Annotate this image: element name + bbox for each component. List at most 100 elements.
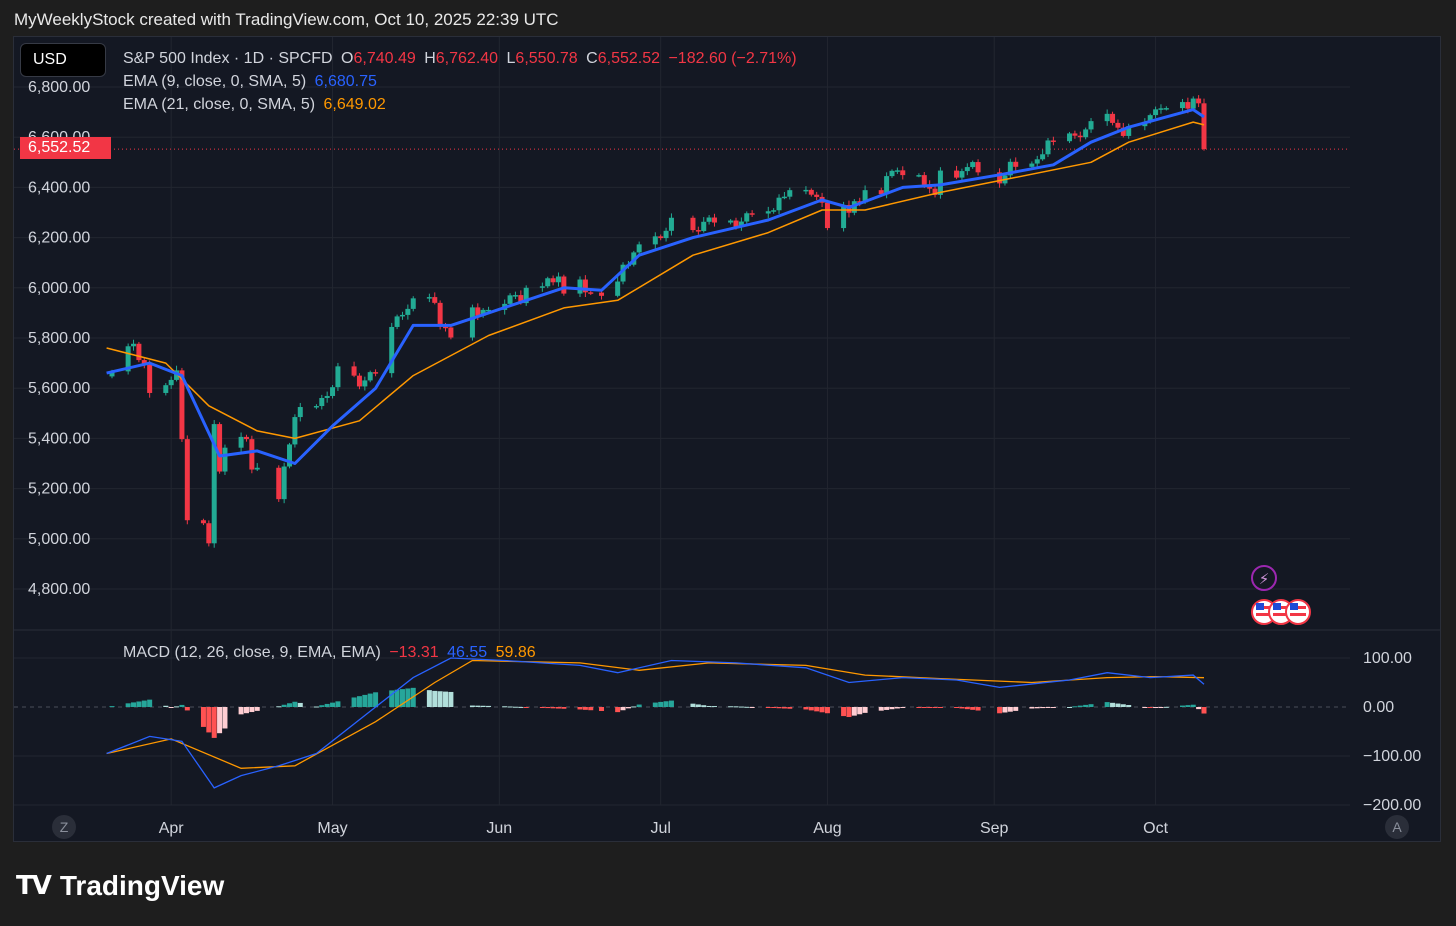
us-flag-canton: [1256, 603, 1264, 610]
candle: [690, 217, 696, 231]
macd-histogram-bar: [814, 707, 820, 712]
macd-histogram-bar: [663, 701, 669, 707]
macd-tick-label: −200.00: [1363, 797, 1421, 814]
candle: [695, 230, 701, 232]
candle: [894, 170, 900, 172]
macd-histogram-bar: [184, 707, 190, 711]
candle: [330, 387, 336, 396]
candle: [443, 326, 449, 329]
macd-histogram-bar: [448, 691, 454, 707]
macd-histogram-bar: [803, 707, 809, 710]
time-tick-label: Oct: [1143, 820, 1168, 837]
candle: [1110, 113, 1116, 123]
macd-histogram-bar: [1158, 707, 1164, 708]
ema9-line: [106, 108, 1205, 465]
high-value: 6,762.40: [435, 50, 499, 67]
macd-histogram-bar: [636, 704, 642, 707]
macd-histogram-bar: [1179, 705, 1185, 707]
macd-histogram-bar: [970, 707, 976, 710]
candle: [771, 210, 777, 212]
tradingview-logo[interactable]: TV TradingView: [16, 870, 224, 902]
candle: [373, 372, 379, 374]
macd-histogram-bar: [1002, 707, 1008, 713]
last-price-label: 6,552.52: [20, 137, 111, 159]
candle: [313, 406, 319, 408]
low-value: 6,550.78: [515, 50, 578, 67]
macd-histogram-bar: [927, 707, 933, 708]
candle: [222, 447, 228, 472]
ema21-legend[interactable]: EMA (21, close, 0, SMA, 5) 6,649.02: [123, 96, 390, 114]
macd-signal-value: 59.86: [495, 644, 536, 661]
header-caption: MyWeeklyStock created with TradingView.c…: [14, 10, 559, 29]
macd-histogram-bar: [1034, 707, 1040, 709]
open-label: O6,740.49: [341, 50, 416, 67]
chart-frame[interactable]: 4,800.00 5,000.00 5,200.00 5,400.00 5,600.00…: [13, 36, 1441, 842]
candle: [448, 327, 454, 338]
us-flag-canton: [1290, 603, 1298, 610]
macd-histogram-bar: [932, 707, 938, 708]
candle: [109, 371, 115, 377]
macd-histogram-bar: [174, 706, 180, 708]
macd-histogram-bar: [405, 688, 411, 707]
auto-scale-button[interactable]: A: [1385, 815, 1409, 839]
macd-histogram-bar: [1077, 705, 1083, 707]
candle: [211, 424, 217, 544]
us-flag-stripe: [1273, 613, 1289, 616]
macd-histogram-bar: [238, 707, 244, 715]
macd-histogram-bar: [765, 707, 771, 708]
macd-histogram-bar: [959, 707, 965, 709]
candle: [561, 276, 567, 294]
candle: [620, 264, 626, 282]
macd-histogram-bar: [179, 704, 185, 707]
macd-legend[interactable]: MACD (12, 26, close, 9, EMA, EMA) −13.31…: [123, 644, 540, 662]
macd-histogram-bar: [1007, 707, 1013, 712]
macd-histogram-bar: [518, 706, 524, 708]
macd-histogram-bar: [615, 707, 621, 713]
ema9-value: 6,680.75: [314, 73, 377, 90]
macd-histogram-bar: [469, 705, 475, 707]
macd-label: MACD (12, 26, close, 9, EMA, EMA): [123, 644, 381, 661]
scroll-left-button[interactable]: Z: [52, 815, 76, 839]
ema9-legend[interactable]: EMA (9, close, 0, SMA, 5) 6,680.75: [123, 73, 381, 91]
candle: [147, 364, 153, 393]
macd-histogram-bar: [701, 705, 707, 707]
candle: [615, 281, 621, 296]
price-chart-svg[interactable]: 4,800.00 5,000.00 5,200.00 5,400.00 5,600.00…: [14, 37, 1440, 841]
macd-histogram-bar: [846, 707, 852, 718]
macd-histogram-bar: [313, 706, 319, 708]
candle: [518, 295, 524, 304]
candle: [432, 297, 438, 303]
macd-histogram-bar: [857, 707, 863, 715]
candle: [937, 170, 943, 195]
macd-histogram-bar: [362, 694, 368, 707]
candle: [728, 220, 734, 223]
macd-histogram-bar: [889, 707, 895, 710]
candle: [1179, 102, 1185, 109]
candle: [1083, 129, 1089, 138]
time-tick-label: May: [317, 820, 347, 837]
candle: [668, 217, 674, 231]
macd-histogram-bar: [894, 707, 900, 709]
candle: [599, 292, 605, 296]
symbol-label[interactable]: S&P 500 Index · 1D · SPCFD: [123, 50, 333, 67]
macd-histogram-bar: [1153, 707, 1159, 708]
candle: [636, 244, 642, 253]
candle: [1120, 127, 1126, 136]
candle: [539, 286, 545, 288]
macd-histogram-bar: [486, 705, 492, 707]
macd-histogram-bar: [125, 703, 131, 707]
macd-line: [106, 657, 1205, 789]
candle: [824, 202, 830, 229]
macd-histogram-bar: [475, 705, 481, 707]
macd-histogram-bar: [1067, 707, 1073, 708]
candle: [1196, 98, 1202, 104]
candle: [1126, 126, 1132, 136]
macd-histogram-bar: [776, 707, 782, 709]
macd-histogram-bar: [281, 704, 287, 707]
macd-histogram-bar: [276, 706, 282, 708]
currency-button[interactable]: USD: [20, 43, 106, 77]
candle: [545, 278, 551, 287]
macd-histogram-bar: [1104, 702, 1110, 707]
candle: [437, 302, 443, 327]
macd-histogram-bar: [502, 706, 508, 708]
